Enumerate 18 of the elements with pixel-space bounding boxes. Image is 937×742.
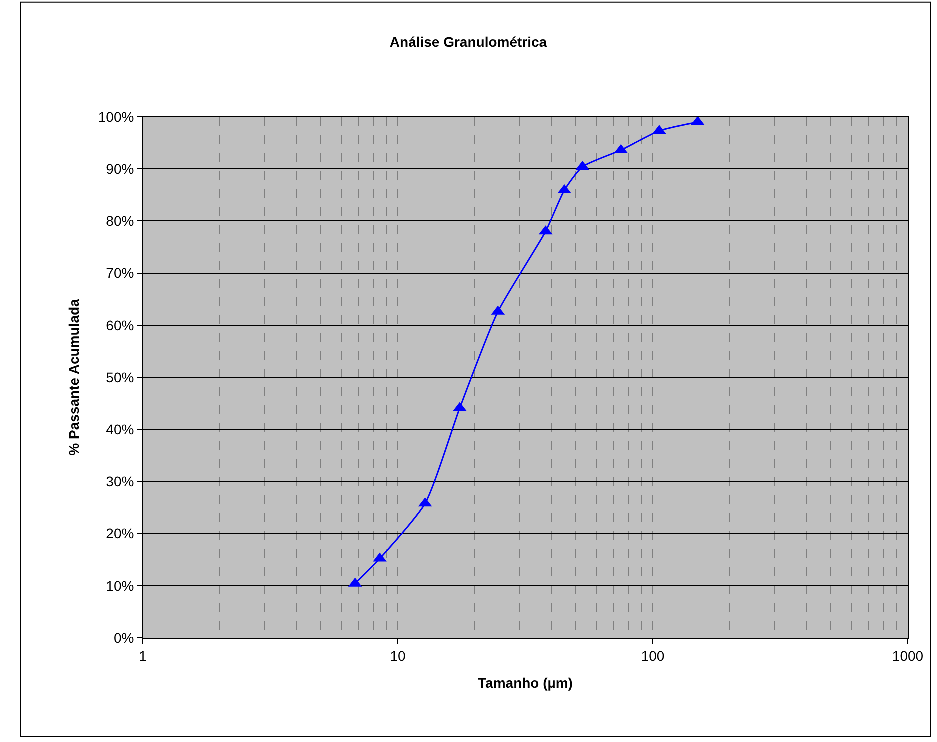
y-tick-label: 10% <box>106 578 134 594</box>
x-tick-label: 10 <box>390 648 406 664</box>
y-tick-label: 80% <box>106 213 134 230</box>
y-tick-label: 40% <box>106 422 134 438</box>
y-axis-title: % Passante Acumulada <box>66 298 82 456</box>
x-tick-label: 1 <box>139 648 148 664</box>
chart-title: Análise Granulométrica <box>390 34 548 50</box>
y-tick-label: 20% <box>106 526 134 542</box>
y-tick-label: 30% <box>106 474 134 490</box>
y-tick-label: 100% <box>98 108 134 125</box>
x-tick-label: 1000 <box>892 648 924 664</box>
x-axis-title: Tamanho (µm) <box>478 675 573 692</box>
x-tick-label: 100 <box>641 648 665 664</box>
y-tick-label: 70% <box>106 265 134 282</box>
y-tick-label: 0% <box>114 630 134 646</box>
y-tick-label: 60% <box>106 317 134 334</box>
y-tick-label: 90% <box>106 161 134 177</box>
y-tick-label: 50% <box>106 369 134 386</box>
